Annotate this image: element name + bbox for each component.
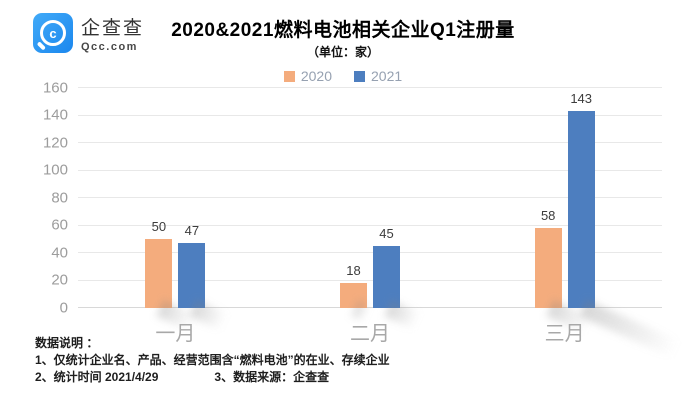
gridline: 100: [43, 162, 662, 179]
bar-value-label: 50: [151, 219, 167, 235]
y-tick-label: 100: [42, 161, 68, 179]
gridline: 160: [43, 79, 662, 96]
bar-value-label: 58: [540, 208, 556, 224]
x-axis-label: 三月: [544, 323, 585, 345]
bar-group-3: 58 143 三月: [467, 88, 680, 358]
y-tick-label: 40: [51, 244, 68, 261]
bar-2021-三月: 143: [567, 91, 680, 358]
bar-groups: 50 47 一月 18 45 二月 58 143 三月: [78, 88, 680, 358]
y-tick-label: 120: [42, 134, 68, 151]
plot-area: 0 20 40 60 80 100 120 140 160 50 47 一月 18 45 二月 58 143 三月: [43, 79, 680, 358]
legend-label: 2021: [371, 68, 403, 84]
gridline: 0: [60, 299, 662, 316]
notes-heading: 数据说明 ：: [35, 336, 99, 350]
x-axis-label: 二月: [350, 323, 390, 345]
bar-2020-一月: 50: [145, 219, 197, 331]
magnifier-ring-icon: [40, 20, 66, 46]
y-tick-label: 0: [59, 299, 68, 316]
bar-2020-二月: 18: [340, 263, 371, 322]
y-tick-label: 60: [51, 216, 68, 234]
qcc-logo-icon: c: [33, 13, 73, 53]
gridline: 80: [51, 189, 662, 206]
bar-2020-三月: 58: [534, 208, 592, 334]
magnifier-c-glyph: c: [49, 25, 57, 41]
qcc-logo-text: 企查查 Qcc.com: [81, 13, 144, 53]
x-axis-label: 一月: [155, 323, 196, 345]
data-notes: 数据说明 ： 1、仅统计企业名、产品、经营范围含“燃料电池”的在业、存续企业 2…: [35, 335, 390, 386]
legend-item-2020: 2020: [283, 68, 332, 84]
gridline: 40: [51, 244, 662, 261]
bar-value-label: 45: [379, 226, 394, 242]
chart-title: 2020&2021燃料电池相关企业Q1注册量: [171, 20, 515, 41]
notes-line2a: 2、统计时间 2021/4/29: [35, 370, 159, 384]
gridline: 20: [51, 272, 662, 289]
legend-swatch-icon: [354, 70, 365, 82]
legend-item-2021: 2021: [354, 68, 402, 84]
bar-value-label: 143: [570, 91, 593, 107]
gridline: 120: [43, 134, 662, 151]
legend-label: 2020: [300, 68, 332, 84]
qcc-logo: c 企查查 Qcc.com: [33, 13, 144, 53]
notes-line2b: 3、数据来源：企查查: [214, 370, 330, 384]
notes-line1: 1、仅统计企业名、产品、经营范围含“燃料电池”的在业、存续企业: [35, 353, 390, 367]
bar-2021-二月: 45: [373, 226, 421, 330]
bar-shadow: [578, 299, 680, 358]
notes-line2: 2、统计时间 2021/4/29 3、数据来源：企查查: [35, 369, 390, 386]
y-tick-label: 160: [42, 79, 68, 96]
chart-unit-label: （单位：家）: [306, 45, 379, 59]
gridline: 60: [51, 217, 662, 234]
bar-2021-一月: 47: [178, 223, 228, 330]
y-tick-label: 20: [51, 271, 68, 289]
bar-group-1: 50 47 一月: [78, 88, 273, 345]
bar-value-label: 47: [184, 223, 200, 239]
y-tick-label: 80: [51, 189, 68, 206]
gridline: 140: [43, 107, 662, 124]
brand-domain: Qcc.com: [81, 41, 138, 53]
brand-name: 企查查: [81, 18, 145, 39]
legend-swatch-icon: [283, 70, 295, 82]
bar-value-label: 18: [346, 263, 361, 279]
chart-legend: 2020 2021: [0, 68, 686, 84]
y-tick-label: 140: [42, 106, 68, 124]
bar-group-2: 18 45 二月: [273, 88, 468, 345]
